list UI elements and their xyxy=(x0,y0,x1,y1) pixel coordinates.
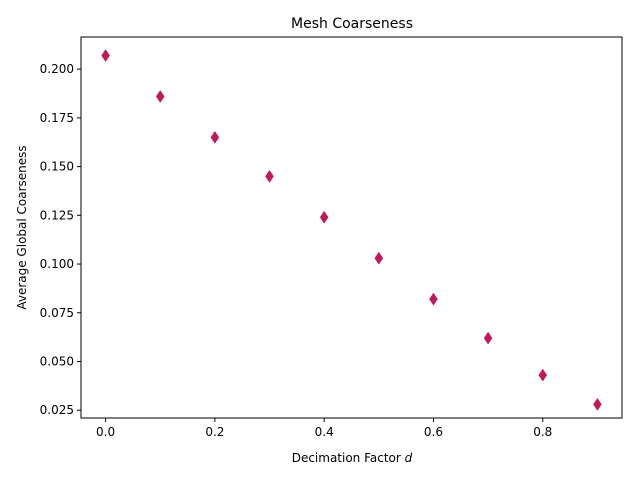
x-tick-label: 0.0 xyxy=(96,425,115,439)
x-tick-label: 0.4 xyxy=(315,425,334,439)
data-point xyxy=(101,49,110,62)
x-tick-label: 0.2 xyxy=(205,425,224,439)
y-tick-label: 0.150 xyxy=(40,160,74,174)
x-axis-label: Decimation Factor d xyxy=(292,451,413,465)
plot-frame xyxy=(80,36,623,419)
data-point xyxy=(319,210,329,224)
y-axis-label: Average Global Coarseness xyxy=(15,145,29,309)
x-axis-label-text: Decimation Factor xyxy=(292,451,401,465)
y-tick-label: 0.200 xyxy=(40,62,74,76)
data-point xyxy=(593,397,602,411)
data-point xyxy=(429,292,438,306)
x-axis-label-variable: d xyxy=(405,451,413,465)
data-point xyxy=(538,368,548,382)
y-tick-label: 0.050 xyxy=(40,354,74,368)
y-tick-label: 0.025 xyxy=(40,403,74,417)
y-tick-label: 0.125 xyxy=(40,208,74,222)
chart-title: Mesh Coarseness xyxy=(291,16,413,32)
y-tick-label: 0.075 xyxy=(40,306,74,320)
y-axis-ticks: 0.025 0.050 0.075 0.100 0.125 0.150 0.175 0.200 xyxy=(40,62,81,417)
x-axis-ticks: 0.0 0.2 0.4 0.6 0.8 xyxy=(96,418,552,439)
data-point xyxy=(210,130,220,144)
x-tick-label: 0.8 xyxy=(533,425,552,439)
y-tick-label: 0.100 xyxy=(40,257,74,271)
data-point xyxy=(265,169,274,183)
data-point xyxy=(483,331,493,345)
data-point xyxy=(155,89,165,103)
data-point xyxy=(374,251,384,265)
data-points xyxy=(101,49,602,411)
y-tick-label: 0.175 xyxy=(40,111,74,125)
x-tick-label: 0.6 xyxy=(424,425,443,439)
